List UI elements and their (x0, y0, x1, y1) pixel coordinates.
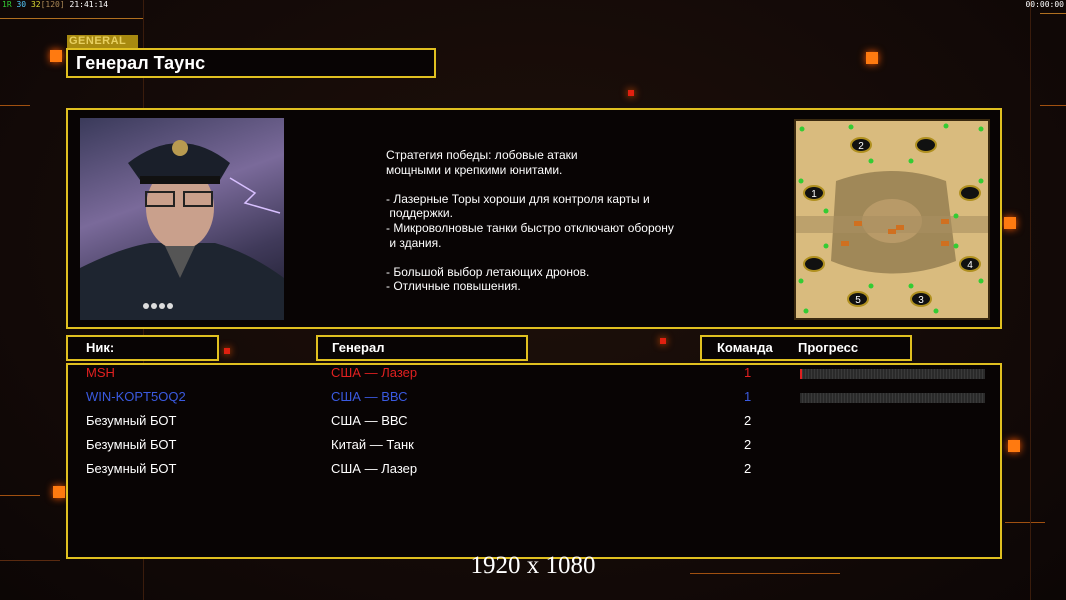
divider (0, 105, 30, 106)
nick-column-header: Ник: (66, 335, 219, 361)
player-general: США — ВВС (331, 413, 408, 428)
divider (1030, 0, 1031, 600)
tree-icon (953, 213, 959, 219)
decor-square (1004, 217, 1016, 229)
hud-clock: 21:41:14 (69, 0, 109, 9)
divider (0, 18, 143, 19)
player-team: 2 (744, 461, 752, 476)
tree-icon (908, 283, 914, 289)
decor-square (53, 486, 65, 498)
start-position[interactable]: 2 (850, 137, 872, 153)
general-column-header: Генерал (316, 335, 528, 361)
player-team: 2 (744, 437, 752, 452)
map-preview[interactable]: 1 2 3 4 5 (794, 119, 990, 320)
supply-icon (888, 229, 896, 234)
divider (0, 560, 60, 561)
tree-icon (978, 178, 984, 184)
tree-icon (798, 278, 804, 284)
svg-text:5: 5 (855, 295, 861, 306)
start-position[interactable]: 1 (803, 185, 825, 201)
start-position[interactable]: 4 (959, 256, 981, 272)
divider (1040, 105, 1066, 106)
hud-stat: 32 (30, 0, 41, 9)
player-team: 2 (744, 413, 752, 428)
resolution-label: 1920 x 1080 (470, 552, 596, 579)
tree-icon (933, 308, 939, 314)
tree-icon (799, 126, 805, 132)
decor-square (628, 90, 634, 96)
hud-stat: [120] (40, 0, 65, 9)
player-general: США — Лазер (331, 365, 418, 380)
start-position[interactable]: 5 (847, 291, 869, 307)
player-general: США — Лазер (331, 461, 418, 476)
divider (690, 573, 840, 574)
progress-fill (800, 369, 802, 379)
svg-text:1: 1 (811, 189, 817, 200)
player-nick: Безумный БОТ (86, 413, 177, 428)
supply-icon (941, 219, 949, 224)
player-team: 1 (744, 389, 752, 404)
decor-square (50, 50, 62, 62)
divider (1040, 13, 1066, 14)
decor-square (866, 52, 878, 64)
divider (0, 495, 40, 496)
player-nick: WIN-KOPT5OQ2 (86, 389, 186, 404)
player-row[interactable]: Безумный БОТ США — Лазер 2 (68, 461, 998, 485)
player-team: 1 (744, 365, 752, 380)
supply-icon (896, 225, 904, 230)
decor-square (660, 338, 666, 344)
player-nick: MSH (86, 365, 115, 380)
tree-icon (908, 158, 914, 164)
hud-timer: 00:00:00 (1025, 0, 1064, 9)
player-nick: Безумный БОТ (86, 437, 177, 452)
tree-icon (868, 283, 874, 289)
general-description: Стратегия победы: лобовые атаки мощными … (386, 148, 674, 294)
supply-icon (854, 221, 862, 226)
start-position-empty[interactable] (959, 185, 981, 201)
start-position-empty[interactable] (915, 137, 937, 153)
svg-text:2: 2 (858, 141, 864, 152)
tree-icon (953, 243, 959, 249)
supply-icon (841, 241, 849, 246)
tree-icon (943, 123, 949, 129)
team-column-header: Команда (717, 340, 773, 355)
supply-icon (941, 241, 949, 246)
player-general: США — ВВС (331, 389, 408, 404)
player-row[interactable]: Безумный БОТ Китай — Танк 2 (68, 437, 998, 461)
svg-text:3: 3 (918, 295, 924, 306)
general-portrait (80, 118, 284, 320)
progress-column-header: Прогресс (798, 340, 859, 355)
decor-square (224, 348, 230, 354)
tree-icon (803, 308, 809, 314)
tree-icon (848, 124, 854, 130)
tree-icon (798, 178, 804, 184)
tree-icon (868, 158, 874, 164)
player-row[interactable]: MSH США — Лазер 1 (68, 365, 998, 389)
general-name: Генерал Таунс (66, 48, 436, 78)
player-nick: Безумный БОТ (86, 461, 177, 476)
progress-bar (800, 369, 985, 379)
start-position[interactable]: 3 (910, 291, 932, 307)
team-progress-header: Команда Прогресс (700, 335, 912, 361)
player-general: Китай — Танк (331, 437, 414, 452)
hud-stat: 1R (2, 0, 12, 9)
start-position-empty[interactable] (803, 256, 825, 272)
player-row[interactable]: WIN-KOPT5OQ2 США — ВВС 1 (68, 389, 998, 413)
progress-bar (800, 393, 985, 403)
tree-icon (823, 208, 829, 214)
player-row[interactable]: Безумный БОТ США — ВВС 2 (68, 413, 998, 437)
hud-stat: 30 (16, 0, 27, 9)
hud-stats: 1R 30 32[120] 21:41:14 (2, 0, 108, 9)
tree-icon (823, 243, 829, 249)
tree-icon (978, 126, 984, 132)
tree-icon (978, 278, 984, 284)
general-label: GENERAL (67, 35, 138, 48)
divider (1005, 522, 1045, 523)
svg-text:4: 4 (967, 260, 973, 271)
decor-square (1008, 440, 1020, 452)
